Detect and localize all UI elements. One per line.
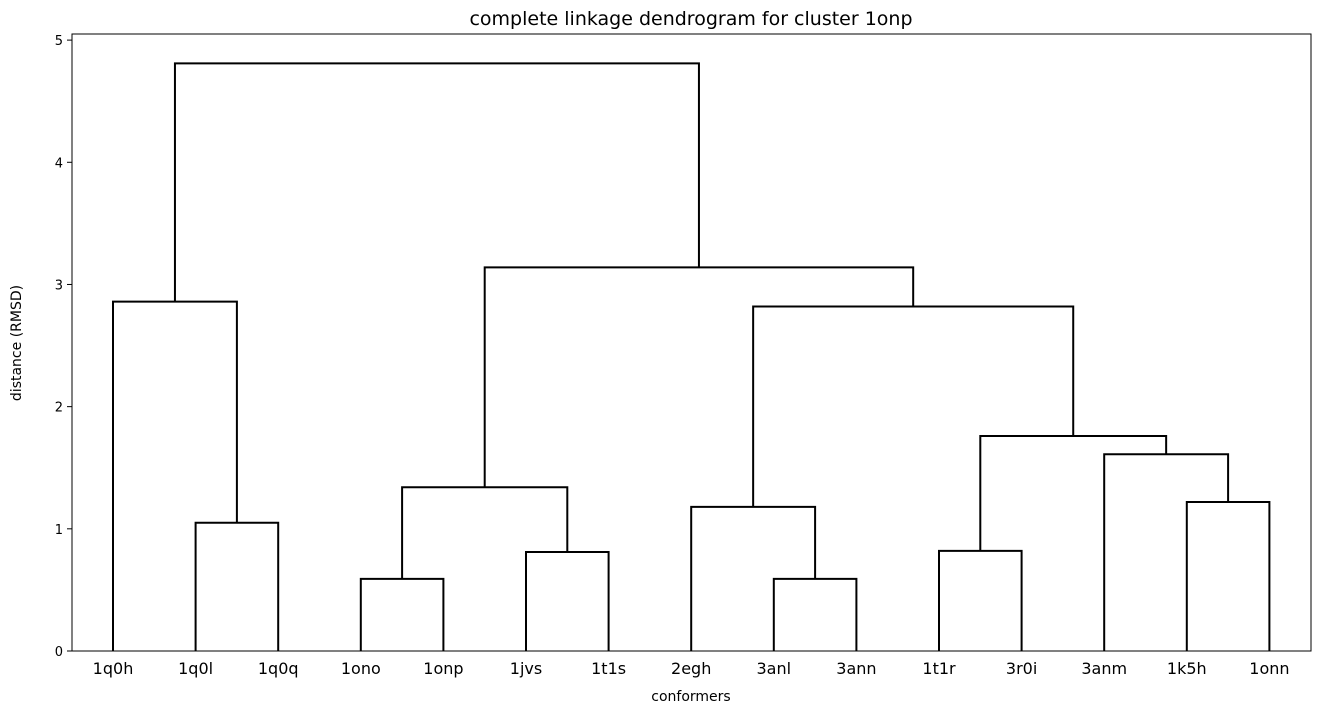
dendrogram-link xyxy=(938,549,1023,651)
x-tick-label: 1q0q xyxy=(258,659,299,678)
dendrogram-link xyxy=(194,521,280,651)
dendrogram-link xyxy=(1103,453,1230,651)
dendrogram-link xyxy=(772,577,858,651)
y-tick-label: 3 xyxy=(55,278,63,293)
dendrogram-link xyxy=(359,577,445,651)
x-tick-label: 3r0i xyxy=(1006,659,1037,678)
dendrogram-link xyxy=(1185,500,1271,651)
chart-title: complete linkage dendrogram for cluster … xyxy=(469,8,912,30)
dendrogram-link xyxy=(112,300,238,651)
x-tick-label: 1t1r xyxy=(922,659,956,678)
dendrogram-links xyxy=(112,62,1271,651)
x-tick-label: 3ann xyxy=(836,659,876,678)
y-tick-label: 1 xyxy=(55,523,63,538)
x-tick-label: 1onn xyxy=(1249,659,1289,678)
dendrogram-link xyxy=(690,505,817,651)
y-tick-label: 4 xyxy=(55,156,63,171)
dendrogram-link xyxy=(401,486,569,579)
x-tick-label: 1t1s xyxy=(591,659,626,678)
x-tick-label: 1ono xyxy=(341,659,381,678)
y-tick-label: 2 xyxy=(55,401,63,416)
dendrogram-link xyxy=(173,62,700,302)
x-axis: 1q0h 1q0l 1q0q 1ono 1onp 1jvs 1t1s 2egh 3anl 3ann… xyxy=(93,659,1290,678)
x-tick-label: 1q0l xyxy=(178,659,213,678)
y-axis: 0 1 2 3 4 5 xyxy=(55,34,72,660)
x-tick-label: 3anm xyxy=(1081,659,1127,678)
dendrogram-link xyxy=(483,266,915,488)
dendrogram-link xyxy=(525,551,610,651)
y-tick-label: 5 xyxy=(55,34,63,49)
x-tick-label: 2egh xyxy=(671,659,711,678)
x-tick-label: 3anl xyxy=(757,659,792,678)
dendrogram-link xyxy=(752,305,1075,507)
x-tick-label: 1q0h xyxy=(93,659,134,678)
y-axis-label: distance (RMSD) xyxy=(9,285,25,401)
x-tick-label: 1jvs xyxy=(510,659,542,678)
x-tick-label: 1k5h xyxy=(1167,659,1207,678)
x-tick-label: 1onp xyxy=(423,659,463,678)
y-tick-label: 0 xyxy=(55,645,63,660)
dendrogram-link xyxy=(979,434,1168,551)
x-axis-label: conformers xyxy=(651,689,730,705)
